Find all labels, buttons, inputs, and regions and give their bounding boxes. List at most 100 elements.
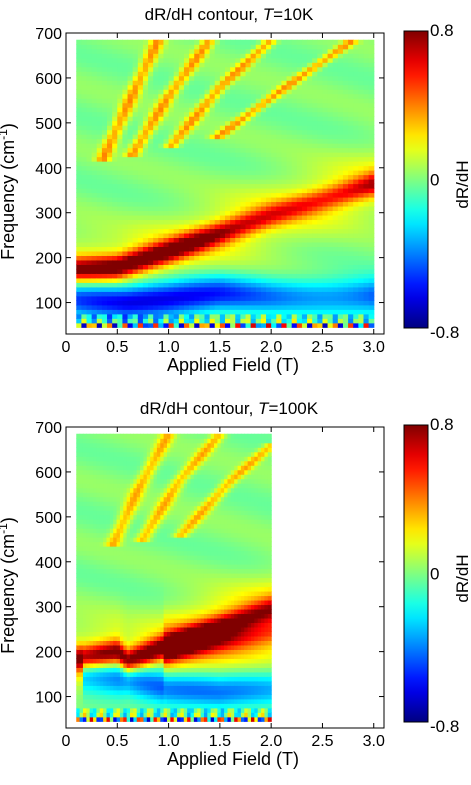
heatmap-cell [204, 98, 211, 104]
heatmap-cell [123, 519, 128, 525]
heatmap-cell [99, 716, 104, 722]
heatmap-cell [93, 662, 98, 668]
heatmap-cell [79, 433, 84, 439]
heatmap-cell [76, 559, 81, 565]
heatmap-cell [148, 183, 154, 189]
heatmap-cell [99, 680, 104, 686]
heatmap-cell [317, 273, 324, 279]
heatmap-cell [136, 438, 141, 444]
heatmap-cell [168, 228, 175, 234]
heatmap-cell [271, 156, 277, 162]
heatmap-cell [327, 214, 334, 221]
heatmap-cell [322, 322, 329, 328]
heatmap-cell [301, 44, 308, 50]
heatmap-cell [99, 622, 104, 628]
heatmap-cell [178, 300, 185, 306]
heatmap-cell [271, 187, 277, 194]
heatmap-cell [225, 273, 231, 279]
heatmap-cell [332, 322, 339, 328]
heatmap-cell [106, 676, 111, 682]
heatmap-cell [219, 318, 226, 324]
heatmap-cell [168, 210, 175, 216]
heatmap-cell [235, 214, 241, 221]
heatmap-cell [168, 156, 175, 162]
heatmap-cell [281, 232, 288, 239]
heatmap-cell [363, 300, 370, 306]
heatmap-cell [332, 214, 339, 221]
heatmap-cell [123, 712, 128, 718]
heatmap-cell [86, 483, 91, 489]
heatmap-cell [225, 93, 231, 99]
heatmap-cell [163, 273, 170, 279]
heatmap-cell [209, 223, 216, 230]
heatmap-cell [91, 44, 98, 50]
heatmap-cell [79, 649, 84, 655]
heatmap-cell [312, 300, 318, 306]
heatmap-cell [112, 241, 118, 247]
heatmap-cell [76, 456, 81, 462]
heatmap-cell [86, 53, 93, 59]
heatmap-cell [86, 689, 91, 695]
heatmap-cell [240, 255, 247, 261]
heatmap-cell [368, 75, 375, 81]
heatmap-cell [296, 259, 303, 265]
heatmap-cell [342, 125, 349, 131]
heatmap-cell [133, 680, 138, 686]
heatmap-cell [137, 57, 144, 63]
heatmap-cell [307, 53, 313, 59]
heatmap-cell [189, 259, 195, 265]
heatmap-cell [240, 291, 247, 297]
heatmap-cell [81, 282, 88, 288]
heatmap-cell [107, 53, 113, 59]
heatmap-cell [163, 147, 170, 153]
heatmap-cell [214, 232, 221, 239]
heatmap-cell [168, 223, 175, 230]
heatmap-cell [126, 608, 131, 615]
heatmap-cell [337, 174, 344, 180]
heatmap-cell [260, 48, 267, 54]
heatmap-cell [307, 282, 313, 288]
heatmap-cell [81, 129, 88, 135]
heatmap-cell [301, 210, 308, 216]
heatmap-cell [168, 57, 175, 63]
heatmap-cell [107, 277, 113, 283]
heatmap-cell [348, 268, 354, 274]
heatmap-cell [199, 268, 206, 274]
heatmap-cell [281, 246, 288, 252]
heatmap-cell [296, 295, 303, 301]
heatmap-cell [122, 179, 129, 185]
heatmap-cell [368, 98, 375, 104]
heatmap-cell [168, 134, 175, 140]
heatmap-cell [117, 183, 124, 189]
heatmap-cell [109, 604, 114, 610]
heatmap-cell [209, 129, 216, 135]
heatmap-cell [99, 438, 104, 444]
heatmap-cell [96, 671, 101, 677]
heatmap-cell [337, 93, 344, 99]
heatmap-cell [123, 559, 128, 565]
heatmap-cell [148, 165, 154, 171]
heatmap-cell [96, 442, 101, 448]
heatmap-cell [123, 617, 128, 624]
heatmap-cell [158, 232, 165, 239]
heatmap-cell [136, 555, 141, 561]
heatmap-cell [301, 250, 308, 256]
heatmap-cell [322, 62, 329, 68]
heatmap-cell [260, 174, 267, 180]
heatmap-cell [209, 44, 216, 50]
heatmap-cell [194, 232, 200, 239]
heatmap-cell [178, 165, 185, 171]
heatmap-cell [178, 237, 185, 243]
heatmap-cell [123, 671, 128, 677]
heatmap-cell [209, 138, 216, 144]
heatmap-cell [109, 649, 114, 655]
heatmap-cell [133, 671, 138, 677]
heatmap-cell [209, 210, 216, 216]
heatmap-cell [136, 685, 141, 691]
heatmap-cell [130, 703, 134, 709]
heatmap-cell [101, 250, 108, 256]
heatmap-cell [266, 228, 272, 234]
heatmap-cell [250, 268, 257, 274]
heatmap-cell [301, 205, 308, 212]
heatmap-cell [116, 537, 121, 543]
